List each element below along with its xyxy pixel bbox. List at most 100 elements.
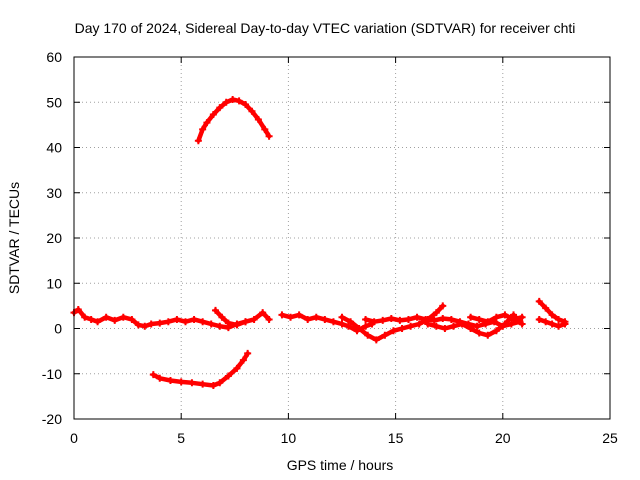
data-point bbox=[250, 315, 258, 323]
data-point bbox=[415, 320, 423, 328]
data-point bbox=[81, 313, 89, 321]
data-point bbox=[207, 320, 215, 328]
data-series bbox=[70, 96, 569, 390]
y-tick-label: 40 bbox=[46, 140, 62, 156]
data-point bbox=[535, 315, 543, 323]
data-point bbox=[102, 313, 110, 321]
data-point bbox=[441, 325, 449, 332]
data-point bbox=[312, 313, 320, 321]
data-point bbox=[188, 379, 196, 387]
data-point bbox=[424, 320, 432, 328]
data-point bbox=[111, 316, 119, 324]
data-point bbox=[199, 125, 207, 133]
data-point bbox=[209, 110, 217, 118]
data-point bbox=[467, 313, 475, 321]
axis-ticks bbox=[73, 56, 611, 420]
data-point bbox=[542, 304, 550, 312]
series-band-2 bbox=[212, 306, 273, 329]
data-point bbox=[218, 313, 226, 321]
data-point bbox=[216, 322, 224, 330]
data-point bbox=[203, 119, 211, 127]
data-point bbox=[224, 372, 232, 380]
data-point bbox=[265, 132, 273, 140]
data-point bbox=[518, 320, 526, 328]
data-point bbox=[372, 336, 380, 344]
data-point bbox=[381, 331, 389, 339]
data-point bbox=[128, 315, 136, 323]
data-point bbox=[535, 297, 543, 305]
y-tick-labels: -20 -10 0 10 20 30 40 50 60 bbox=[42, 49, 62, 427]
data-point bbox=[209, 382, 217, 390]
data-point bbox=[224, 319, 232, 327]
x-tick-label: 25 bbox=[602, 430, 618, 446]
data-point bbox=[510, 315, 518, 323]
data-point bbox=[432, 309, 440, 317]
data-point bbox=[190, 315, 198, 323]
data-point bbox=[216, 379, 224, 387]
data-point bbox=[492, 327, 500, 335]
series-band-9 bbox=[535, 315, 569, 330]
data-point bbox=[413, 313, 421, 321]
data-point bbox=[362, 315, 370, 323]
data-point bbox=[94, 318, 102, 326]
data-point bbox=[304, 315, 312, 323]
data-point bbox=[141, 322, 149, 330]
data-point bbox=[458, 320, 466, 328]
series-arc-low bbox=[149, 349, 252, 390]
data-point bbox=[235, 97, 243, 105]
data-point bbox=[548, 320, 556, 328]
data-point bbox=[242, 318, 250, 326]
data-point bbox=[432, 322, 440, 330]
data-point bbox=[278, 311, 286, 319]
data-point bbox=[338, 313, 346, 321]
data-point bbox=[430, 316, 438, 324]
series-band-7 bbox=[467, 311, 526, 326]
data-point bbox=[362, 322, 370, 330]
data-point bbox=[212, 306, 220, 314]
data-point bbox=[484, 331, 492, 339]
data-point bbox=[389, 327, 397, 335]
x-tick-label: 20 bbox=[495, 430, 511, 446]
x-axis-label: GPS time / hours bbox=[287, 457, 394, 473]
data-point bbox=[321, 315, 329, 323]
x-tick-label: 10 bbox=[281, 430, 297, 446]
y-tick-label: -10 bbox=[42, 366, 62, 382]
x-tick-label: 15 bbox=[388, 430, 404, 446]
data-point bbox=[233, 321, 241, 329]
series-band-6 bbox=[424, 311, 526, 339]
grid-lines bbox=[74, 57, 610, 419]
data-point bbox=[398, 325, 406, 332]
y-tick-label: -20 bbox=[42, 411, 62, 427]
y-tick-label: 30 bbox=[46, 185, 62, 201]
data-point bbox=[199, 318, 207, 326]
data-point bbox=[439, 315, 447, 323]
data-point bbox=[239, 356, 247, 364]
data-point bbox=[164, 318, 172, 326]
data-point bbox=[74, 305, 82, 313]
data-point bbox=[370, 318, 378, 326]
data-point bbox=[555, 315, 563, 323]
y-tick-label: 0 bbox=[54, 321, 62, 337]
data-point bbox=[254, 115, 262, 123]
data-point bbox=[87, 315, 95, 323]
data-point bbox=[364, 331, 372, 339]
data-point bbox=[156, 374, 164, 382]
data-point bbox=[156, 319, 164, 327]
data-point bbox=[447, 315, 455, 323]
data-point bbox=[147, 320, 155, 328]
data-point bbox=[344, 322, 352, 330]
data-point bbox=[259, 309, 267, 317]
data-point bbox=[295, 311, 303, 319]
data-point bbox=[518, 313, 526, 321]
data-point bbox=[396, 316, 404, 324]
data-point bbox=[542, 318, 550, 326]
data-point bbox=[149, 371, 157, 379]
data-point bbox=[242, 101, 250, 109]
data-point bbox=[475, 315, 483, 323]
data-point bbox=[338, 320, 346, 328]
data-point bbox=[473, 322, 481, 330]
y-tick-label: 50 bbox=[46, 94, 62, 110]
data-point bbox=[467, 325, 475, 332]
x-tick-label: 5 bbox=[177, 430, 185, 446]
